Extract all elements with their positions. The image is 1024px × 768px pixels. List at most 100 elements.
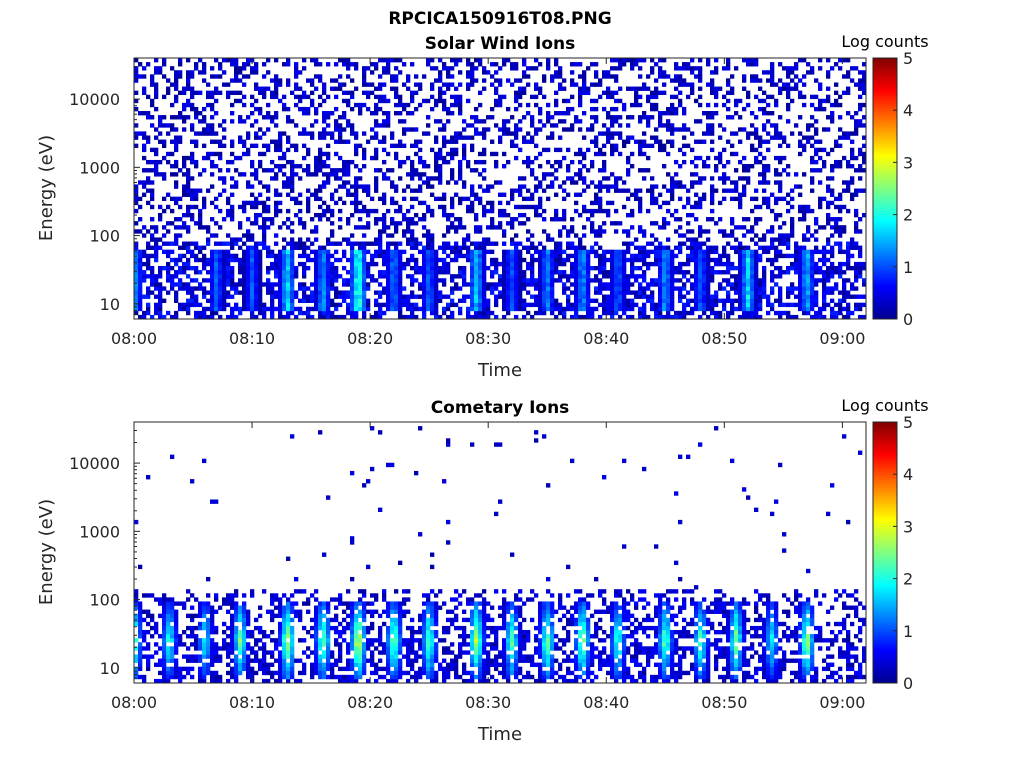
spectrogram-cell (326, 180, 331, 185)
spectrogram-cell (554, 208, 559, 214)
spectrogram-cell (810, 294, 815, 299)
spectrogram-cell (622, 241, 627, 246)
spectrogram-cell (674, 314, 679, 319)
spectrogram-cell (614, 208, 619, 214)
spectrogram-cell (802, 249, 807, 255)
spectrogram-cell (650, 249, 655, 255)
spectrogram-cell (250, 257, 255, 263)
spectrogram-cell (430, 192, 435, 197)
spectrogram-cell (578, 282, 583, 287)
spectrogram-cell (466, 237, 471, 242)
spectrogram-cell (390, 294, 395, 299)
spectrogram-cell (298, 237, 303, 242)
spectrogram-cell (686, 94, 691, 100)
spectrogram-cell (686, 188, 691, 193)
spectrogram-cell (478, 290, 483, 295)
spectrogram-cell (158, 314, 163, 319)
spectrogram-cell (554, 249, 559, 255)
spectrogram-cell (626, 233, 631, 238)
spectrogram-cell (442, 212, 447, 218)
spectrogram-cell (614, 119, 619, 124)
spectrogram-cell (286, 282, 291, 287)
spectrogram-cell (178, 90, 183, 96)
spectrogram-cell (246, 217, 251, 222)
spectrogram-cell (170, 102, 175, 108)
spectrogram-cell (546, 306, 551, 312)
spectrogram-cell (170, 314, 175, 319)
spectrogram-cell (406, 86, 411, 91)
spectrogram-cell (570, 78, 575, 83)
spectrogram-cell (402, 119, 407, 124)
spectrogram-cell (490, 139, 495, 144)
spectrogram-cell (758, 172, 763, 177)
spectrogram-cell (330, 196, 335, 202)
spectrogram-cell (582, 90, 587, 96)
spectrogram-cell (818, 139, 823, 144)
spectrogram-cell (786, 270, 791, 275)
spectrogram-cell (262, 94, 267, 100)
spectrogram-cell (710, 70, 715, 75)
spectrogram-cell (206, 127, 211, 132)
spectrogram-cell (486, 208, 491, 214)
spectrogram-cell (210, 233, 215, 238)
spectrogram-cell (470, 241, 475, 246)
spectrogram-cell (222, 270, 227, 275)
spectrogram-cell (610, 221, 615, 226)
spectrogram-cell (294, 172, 299, 177)
spectrogram-cell (290, 172, 295, 177)
spectrogram-cell (394, 111, 399, 116)
spectrogram-cell (270, 139, 275, 144)
spectrogram-cell (182, 188, 187, 193)
spectrogram-cell (734, 111, 739, 116)
spectrogram-cell (566, 286, 571, 291)
spectrogram-cell (290, 184, 295, 189)
spectrogram-cell (286, 217, 291, 222)
spectrogram-cell (694, 290, 699, 295)
spectrogram-cell (498, 82, 503, 87)
spectrogram-cell (342, 90, 347, 96)
spectrogram-cell (318, 188, 323, 193)
spectrogram-cell (462, 155, 467, 161)
spectrogram-cell (598, 314, 603, 319)
spectrogram-cell (410, 290, 415, 295)
spectrogram-cell (662, 261, 667, 267)
spectrogram-cell (654, 135, 659, 140)
spectrogram-cell (802, 172, 807, 177)
spectrogram-cell (702, 290, 707, 295)
spectrogram-cell (786, 265, 791, 271)
spectrogram-cell (178, 204, 183, 210)
spectrogram-cell (798, 290, 803, 295)
spectrogram-cell (594, 265, 599, 271)
spectrogram-cell (550, 131, 555, 136)
spectrogram-cell (686, 245, 691, 250)
spectrogram-cell (426, 261, 431, 267)
spectrogram-cell (382, 229, 387, 234)
spectrogram-cell (618, 123, 623, 128)
spectrogram-cell (746, 278, 751, 283)
spectrogram-cell (726, 176, 731, 181)
spectrogram-cell (294, 245, 299, 250)
spectrogram-cell (514, 257, 519, 263)
spectrogram-cell (562, 98, 567, 104)
spectrogram-cell (386, 168, 391, 173)
spectrogram-cell (538, 86, 543, 91)
spectrogram-cell (790, 98, 795, 104)
spectrogram-cell (302, 143, 307, 149)
spectrogram-cell (610, 143, 615, 149)
spectrogram-cell (422, 212, 427, 218)
spectrogram-cell (746, 253, 751, 259)
spectrogram-cell (662, 302, 667, 308)
spectrogram-cell (138, 290, 143, 295)
spectrogram-cell (642, 115, 647, 120)
spectrogram-cell (774, 212, 779, 218)
spectrogram-cell (562, 310, 567, 316)
spectrogram-cell (394, 221, 399, 226)
spectrogram-cell (210, 270, 215, 275)
spectrogram-cell (362, 306, 367, 312)
spectrogram-cell (770, 257, 775, 263)
spectrogram-cell (726, 241, 731, 246)
spectrogram-cell (606, 188, 611, 193)
spectrogram-cell (350, 314, 355, 319)
spectrogram-cell (774, 310, 779, 316)
spectrogram-cell (822, 196, 827, 202)
